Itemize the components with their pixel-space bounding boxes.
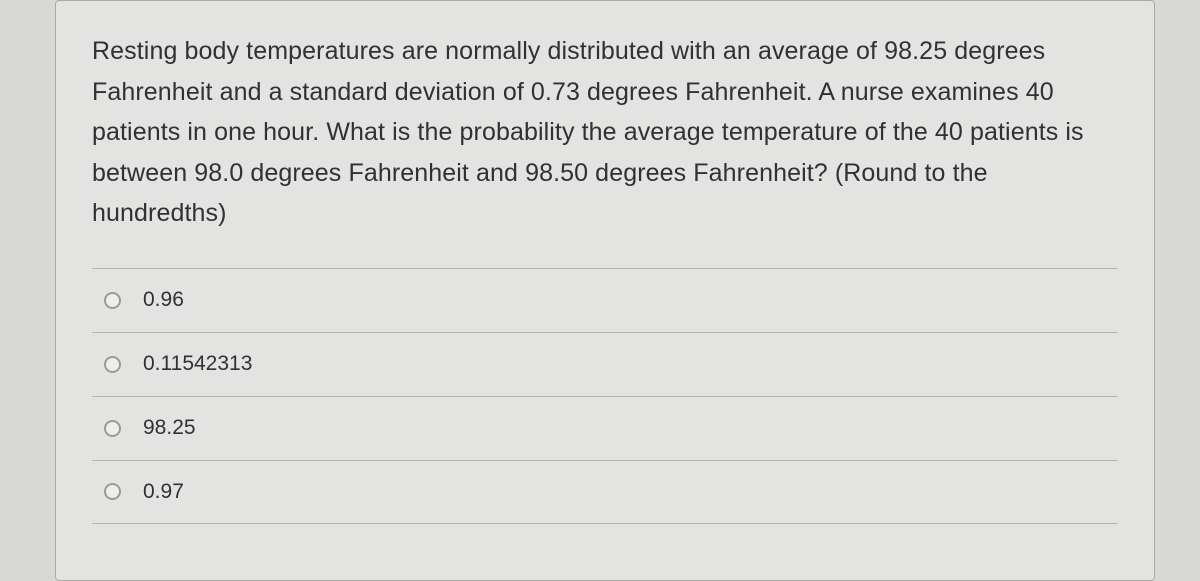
- question-card: Resting body temperatures are normally d…: [55, 0, 1155, 581]
- option-row[interactable]: 0.96: [92, 268, 1118, 332]
- option-label: 0.96: [143, 288, 184, 312]
- option-row[interactable]: 0.97: [92, 460, 1118, 524]
- radio-icon[interactable]: [104, 483, 121, 500]
- radio-icon[interactable]: [104, 356, 121, 373]
- option-label: 0.11542313: [143, 352, 252, 376]
- option-label: 98.25: [143, 416, 196, 440]
- question-text: Resting body temperatures are normally d…: [92, 31, 1118, 234]
- option-label: 0.97: [143, 480, 184, 504]
- radio-icon[interactable]: [104, 292, 121, 309]
- option-row[interactable]: 0.11542313: [92, 332, 1118, 396]
- options-list: 0.96 0.11542313 98.25 0.97: [92, 268, 1118, 524]
- option-row[interactable]: 98.25: [92, 396, 1118, 460]
- radio-icon[interactable]: [104, 420, 121, 437]
